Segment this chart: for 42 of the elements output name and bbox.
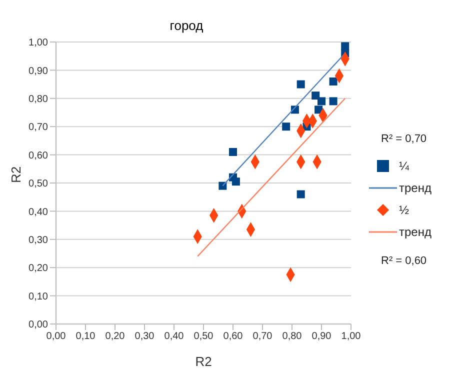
- y-tick-label: 0,70: [28, 122, 48, 134]
- text: R² = 0,60: [380, 255, 428, 267]
- y-tick-label: 0,10: [28, 291, 48, 302]
- point: [329, 97, 338, 106]
- legend-label: тренд: [399, 181, 432, 195]
- y-axis-title: R2: [8, 166, 24, 183]
- x-tick-label: 0,50: [194, 331, 214, 342]
- x-tick-label: 0,00: [46, 331, 66, 342]
- legend-label: тренд: [399, 225, 432, 239]
- x-tick-label: 0,70: [252, 331, 273, 342]
- x-tick-label: 0,10: [76, 331, 96, 342]
- point: [312, 92, 320, 100]
- y-tick-label: 0,60: [28, 150, 48, 162]
- point: [218, 182, 227, 190]
- y-tick-label: 0,30: [28, 234, 48, 246]
- point: [296, 80, 305, 88]
- legend-label: ½: [399, 203, 410, 217]
- point: [232, 178, 240, 186]
- point: [282, 122, 290, 131]
- y-tick-label: 0,40: [28, 206, 48, 218]
- y-tick-label: 0,80: [28, 94, 48, 105]
- point: [318, 97, 326, 106]
- y-tick-label: 0,00: [28, 320, 48, 331]
- y-tick-label: 0,90: [28, 66, 48, 77]
- point: [329, 77, 338, 86]
- x-tick-label: 0,30: [134, 331, 155, 342]
- x-tick-label: 1,00: [341, 331, 362, 342]
- point: [341, 42, 350, 50]
- point: [229, 148, 237, 156]
- y-tick-label: 0,20: [28, 263, 48, 274]
- legend-label: ¼: [399, 159, 410, 173]
- point: [296, 190, 305, 198]
- y-tick-label: 0,50: [28, 178, 48, 190]
- y-tick-label: 1,00: [28, 38, 48, 49]
- x-tick-label: 0,20: [105, 331, 126, 342]
- x-axis-title: R2: [195, 354, 212, 369]
- x-tick-label: 0,40: [164, 331, 184, 342]
- chart-title: город: [168, 18, 204, 33]
- x-tick-label: 0,60: [223, 331, 244, 342]
- text: R² = 0,70: [380, 133, 428, 145]
- x-tick-label: 0,90: [312, 331, 332, 342]
- x-tick-label: 0,80: [282, 331, 302, 342]
